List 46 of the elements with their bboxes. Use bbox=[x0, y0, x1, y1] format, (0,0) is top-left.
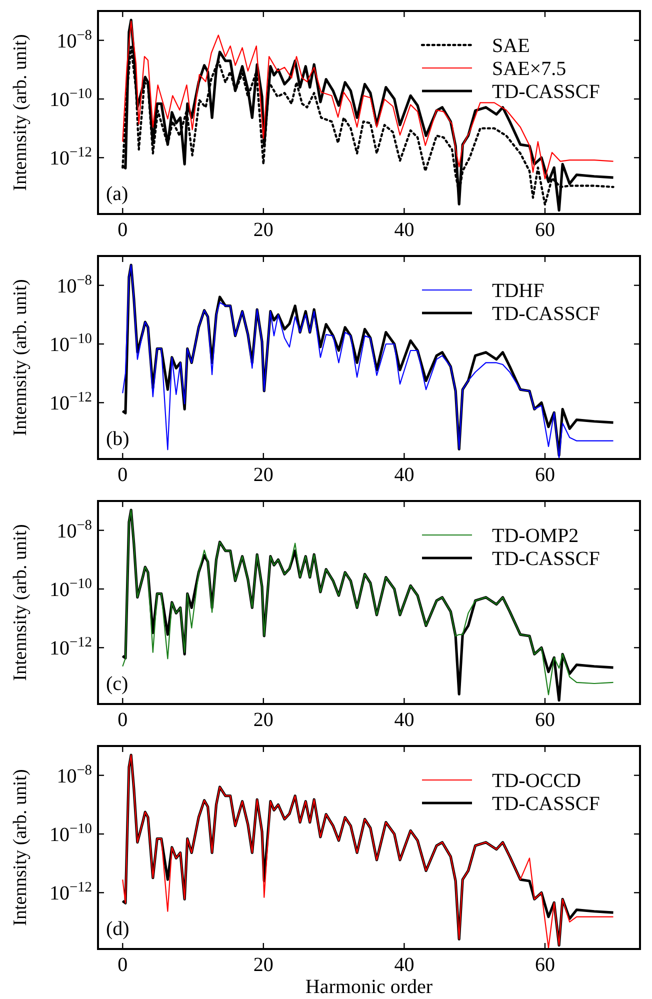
x-tick-label: 20 bbox=[253, 464, 274, 486]
legend-label: TD-CASSCF bbox=[492, 303, 600, 325]
x-tick-label: 20 bbox=[253, 219, 274, 241]
annotation: (c) bbox=[106, 673, 128, 695]
y-tick-label: 10$^{−12}$ bbox=[49, 634, 92, 660]
annotation: (b) bbox=[106, 428, 130, 450]
y-tick-label: 10$^{−12}$ bbox=[49, 144, 92, 170]
annotation: (a) bbox=[106, 183, 128, 205]
y-tick-label: 10$^{−8}$ bbox=[56, 272, 92, 298]
y-tick-label: 10$^{−8}$ bbox=[56, 517, 92, 542]
y-tick-label: 10$^{−10}$ bbox=[49, 820, 92, 846]
legend-label: SAE bbox=[492, 35, 530, 57]
y-axis-title: Intennsity (arb. unit) bbox=[10, 524, 31, 681]
y-tick-label: 10$^{−8}$ bbox=[56, 27, 92, 52]
legend-label: TD-CASSCF bbox=[492, 548, 600, 570]
annotation: (d) bbox=[106, 918, 130, 940]
y-tick-label: 10$^{−10}$ bbox=[49, 86, 92, 111]
legend-label: TD-CASSCF bbox=[492, 81, 600, 103]
y-axis-title: Intennsity (arb. unit) bbox=[10, 279, 31, 436]
x-tick-label: 0 bbox=[118, 709, 128, 731]
legend-label: TD-OMP2 bbox=[492, 525, 579, 547]
y-tick-label: 10$^{−12}$ bbox=[49, 880, 92, 905]
legend-label: TD-OCCD bbox=[492, 770, 581, 792]
x-tick-label: 40 bbox=[394, 954, 414, 976]
x-tick-label: 60 bbox=[534, 464, 555, 486]
x-tick-label: 0 bbox=[118, 464, 128, 486]
x-tick-label: 40 bbox=[394, 219, 414, 241]
x-axis-title: Harmonic order bbox=[305, 976, 433, 998]
y-tick-label: 10$^{−10}$ bbox=[49, 576, 92, 601]
legend-label: TD-CASSCF bbox=[492, 793, 600, 815]
x-tick-label: 0 bbox=[118, 954, 128, 976]
x-tick-label: 40 bbox=[394, 464, 414, 486]
x-tick-label: 60 bbox=[534, 219, 555, 241]
y-tick-label: 10$^{−10}$ bbox=[49, 330, 92, 356]
x-tick-label: 60 bbox=[534, 954, 555, 976]
x-tick-label: 20 bbox=[253, 709, 274, 731]
legend-label: SAE×7.5 bbox=[492, 58, 566, 80]
x-tick-label: 40 bbox=[394, 709, 414, 731]
x-tick-label: 60 bbox=[534, 709, 555, 731]
legend-label: TDHF bbox=[492, 280, 544, 302]
x-tick-label: 0 bbox=[118, 219, 128, 241]
y-tick-label: 10$^{−12}$ bbox=[49, 390, 92, 415]
y-axis-title: Intennsity (arb. unit) bbox=[10, 769, 31, 926]
x-tick-label: 20 bbox=[253, 954, 274, 976]
y-tick-label: 10$^{−8}$ bbox=[56, 762, 92, 788]
y-axis-title: Intennsity (arb. unit) bbox=[10, 34, 31, 191]
